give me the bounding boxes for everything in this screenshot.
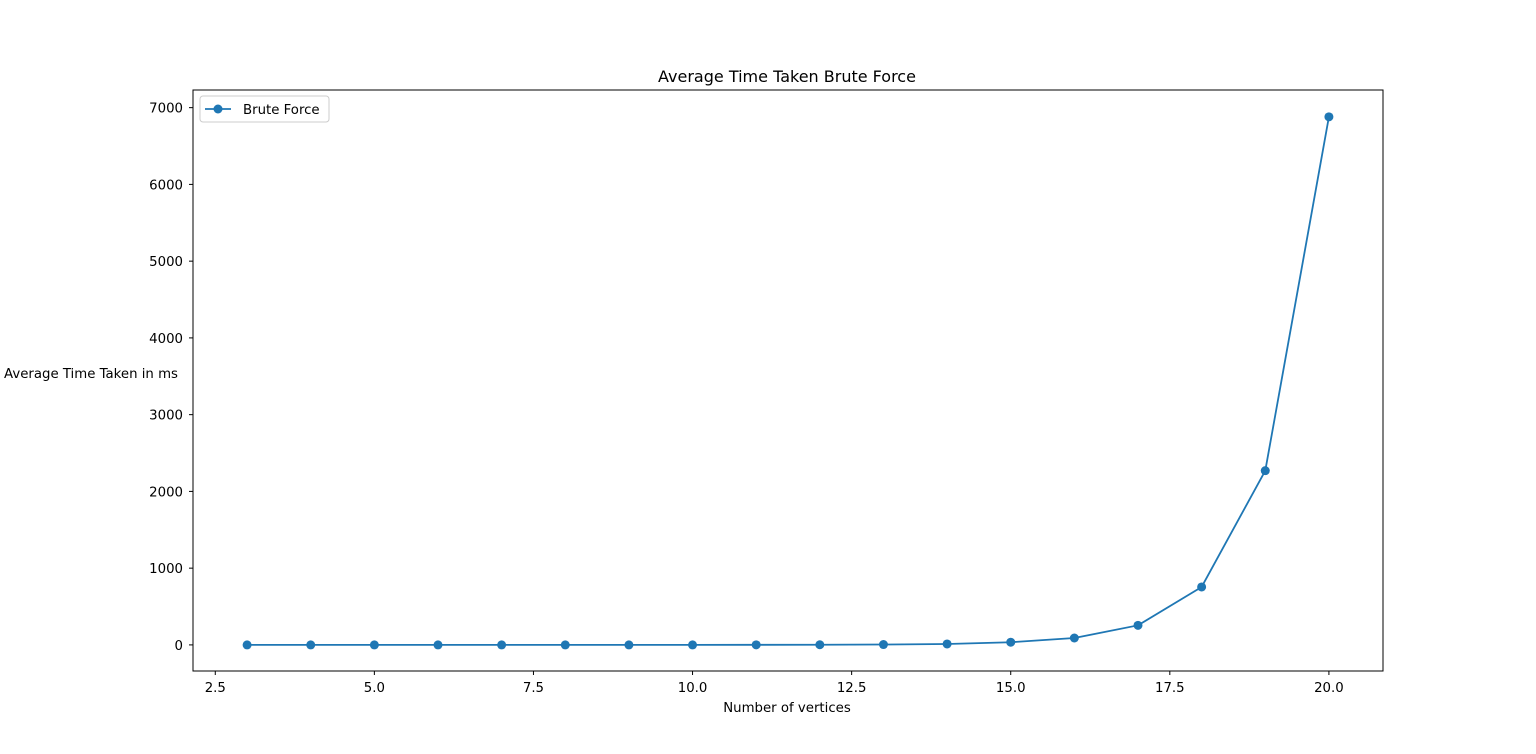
x-tick-label: 20.0 (1314, 681, 1344, 696)
y-tick-label: 2000 (149, 485, 183, 500)
series-line-brute-force (247, 116, 1330, 646)
data-point (688, 640, 698, 650)
plot-area: 2.5 5.0 7.5 10.0 12.5 15.0 17.5 20.0 0 1000 2000 3… (149, 89, 1384, 696)
data-point (878, 640, 888, 650)
data-point (433, 640, 443, 650)
y-tick-label: 5000 (149, 255, 183, 270)
y-axis-ticks: 0 1000 2000 3000 4000 5000 6000 7000 (149, 102, 193, 654)
legend: Brute Force (199, 95, 330, 123)
data-point (1133, 620, 1143, 630)
chart-title: Average Time Taken Brute Force (658, 67, 916, 86)
y-tick-label: 7000 (149, 102, 183, 117)
x-tick-label: 17.5 (1155, 681, 1185, 696)
legend-box (199, 95, 330, 123)
data-point (1069, 633, 1079, 643)
y-tick-label: 0 (175, 639, 183, 654)
data-point (751, 640, 761, 650)
data-point (1197, 582, 1207, 592)
x-axis-ticks: 2.5 5.0 7.5 10.0 12.5 15.0 17.5 20.0 (205, 671, 1344, 696)
y-tick-label: 3000 (149, 409, 183, 424)
data-point (942, 639, 952, 649)
x-tick-label: 5.0 (364, 681, 385, 696)
x-axis-label: Number of vertices (723, 701, 851, 716)
data-point (369, 640, 379, 650)
data-point (497, 640, 507, 650)
data-point (306, 640, 316, 650)
y-tick-label: 6000 (149, 178, 183, 193)
x-tick-label: 10.0 (678, 681, 708, 696)
axes-frame (192, 89, 1384, 672)
data-point (242, 640, 252, 650)
series-points-brute-force (242, 112, 1334, 650)
data-point (624, 640, 634, 650)
x-tick-label: 12.5 (837, 681, 867, 696)
data-point (1324, 112, 1334, 122)
data-point (1260, 466, 1270, 476)
x-tick-label: 2.5 (205, 681, 226, 696)
y-tick-label: 1000 (149, 562, 183, 577)
data-point (815, 640, 825, 650)
y-axis-label: Average Time Taken in ms (4, 367, 178, 382)
y-tick-label: 4000 (149, 332, 183, 347)
data-point (1006, 637, 1016, 647)
x-tick-label: 15.0 (996, 681, 1026, 696)
data-point (560, 640, 570, 650)
x-tick-label: 7.5 (523, 681, 544, 696)
legend-marker-swatch (213, 104, 223, 114)
legend-label-brute-force: Brute Force (243, 103, 320, 118)
